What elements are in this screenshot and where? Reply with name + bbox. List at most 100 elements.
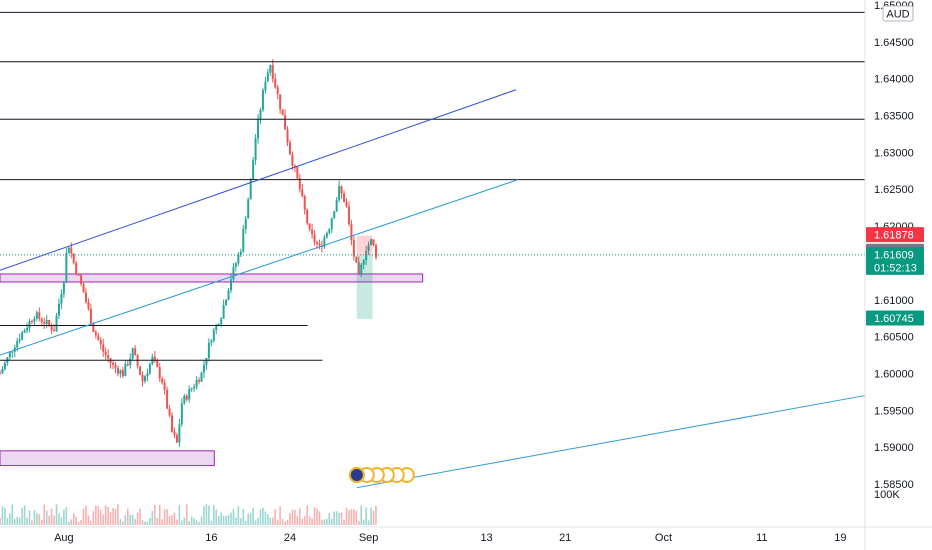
volume-bar bbox=[36, 513, 38, 525]
candle-body bbox=[257, 118, 260, 139]
volume-bar bbox=[220, 512, 222, 525]
volume-bar bbox=[75, 516, 77, 525]
candles-layer bbox=[0, 59, 377, 447]
candle-body bbox=[104, 351, 107, 356]
candle-body bbox=[23, 330, 26, 333]
candle-body bbox=[35, 312, 38, 319]
volume-bar bbox=[247, 513, 249, 525]
volume-bar bbox=[28, 510, 31, 525]
candle-body bbox=[77, 274, 80, 276]
volume-bar bbox=[244, 520, 247, 525]
candle-body bbox=[232, 266, 235, 280]
candle-body bbox=[87, 302, 90, 309]
candle-body bbox=[202, 364, 205, 373]
candle-body bbox=[288, 142, 291, 155]
candle-body bbox=[82, 283, 85, 293]
candle-body bbox=[252, 160, 255, 180]
candle-body bbox=[286, 129, 289, 143]
volume-bar bbox=[181, 520, 183, 525]
candle-body bbox=[48, 319, 51, 326]
candle-body bbox=[85, 292, 88, 303]
volume-bar bbox=[102, 514, 105, 525]
volume-bar bbox=[367, 520, 370, 525]
volume-bar bbox=[296, 516, 299, 525]
volume-bar bbox=[237, 506, 240, 525]
candle-body bbox=[325, 232, 328, 238]
candle-body bbox=[227, 290, 230, 300]
volume-bar bbox=[43, 504, 46, 525]
volume-bar bbox=[63, 509, 65, 525]
volume-bar bbox=[0, 517, 1, 525]
candle-body bbox=[365, 250, 368, 261]
candle-body bbox=[143, 376, 146, 382]
volume-bar bbox=[1, 506, 4, 525]
candle-body bbox=[234, 263, 237, 267]
candle-body bbox=[323, 237, 326, 247]
candle-body bbox=[205, 357, 208, 365]
candle-body bbox=[92, 323, 95, 333]
volume-bar bbox=[136, 512, 139, 525]
volume-bar bbox=[242, 508, 245, 525]
trendline bbox=[0, 179, 519, 356]
volume-bar bbox=[82, 508, 85, 525]
candle-body bbox=[188, 389, 191, 400]
volume-bar bbox=[308, 516, 311, 525]
candle-body bbox=[185, 395, 188, 400]
candle-body bbox=[139, 366, 142, 375]
candle-body bbox=[237, 254, 240, 264]
x-tick-label: Aug bbox=[54, 532, 74, 544]
volume-bar bbox=[338, 512, 340, 525]
candle-body bbox=[26, 327, 29, 331]
volume-bar bbox=[31, 520, 33, 525]
volume-bar bbox=[173, 512, 176, 525]
volume-bar bbox=[55, 504, 58, 525]
candle-body bbox=[43, 322, 46, 324]
candle-body bbox=[94, 332, 97, 336]
currency-badge[interactable]: AUD bbox=[882, 5, 914, 22]
volume-bar bbox=[156, 518, 159, 525]
candle-body bbox=[80, 275, 83, 284]
candle-body bbox=[18, 339, 21, 342]
candle-body bbox=[374, 245, 377, 258]
candle-body bbox=[220, 318, 223, 325]
candle-body bbox=[198, 380, 201, 382]
volume-bar bbox=[276, 520, 279, 525]
candle-body bbox=[131, 348, 134, 359]
volume-bar bbox=[333, 511, 336, 525]
volume-bar bbox=[208, 505, 210, 525]
candle-body bbox=[136, 355, 139, 367]
x-tick-label: 21 bbox=[559, 532, 571, 544]
volume-bar bbox=[235, 517, 237, 525]
candle-body bbox=[21, 332, 24, 340]
volume-bar bbox=[23, 505, 26, 525]
volume-bar bbox=[13, 518, 16, 525]
volume-bar bbox=[97, 505, 100, 525]
volume-bar bbox=[65, 507, 68, 525]
volume-bar bbox=[149, 517, 151, 525]
volume-bar bbox=[95, 505, 97, 525]
volume-bar bbox=[168, 515, 171, 525]
volume-bar bbox=[163, 509, 166, 525]
x-tick-label: 19 bbox=[834, 532, 846, 544]
zone-rectangle bbox=[0, 273, 424, 283]
candle-body bbox=[124, 363, 127, 377]
candle-body bbox=[217, 324, 220, 326]
y-tick-label: 1.64000 bbox=[874, 74, 914, 86]
volume-bar bbox=[77, 521, 80, 525]
volume-bar bbox=[122, 521, 124, 525]
candle-body bbox=[357, 262, 360, 274]
x-tick-label: 11 bbox=[756, 532, 767, 544]
volume-bar bbox=[198, 521, 200, 525]
volume-bar bbox=[269, 517, 272, 525]
volume-bar bbox=[215, 509, 218, 525]
candle-body bbox=[75, 262, 78, 275]
volume-bar bbox=[112, 507, 114, 525]
volume-bar bbox=[183, 517, 186, 525]
candle-body bbox=[269, 65, 272, 73]
volume-bar bbox=[326, 519, 328, 525]
volume-bar bbox=[259, 509, 262, 525]
volume-bar bbox=[362, 519, 365, 525]
time-axis[interactable]: Aug 16 24 Sep 13 21 Oct 11 19 bbox=[54, 532, 846, 544]
candle-body bbox=[279, 94, 282, 110]
